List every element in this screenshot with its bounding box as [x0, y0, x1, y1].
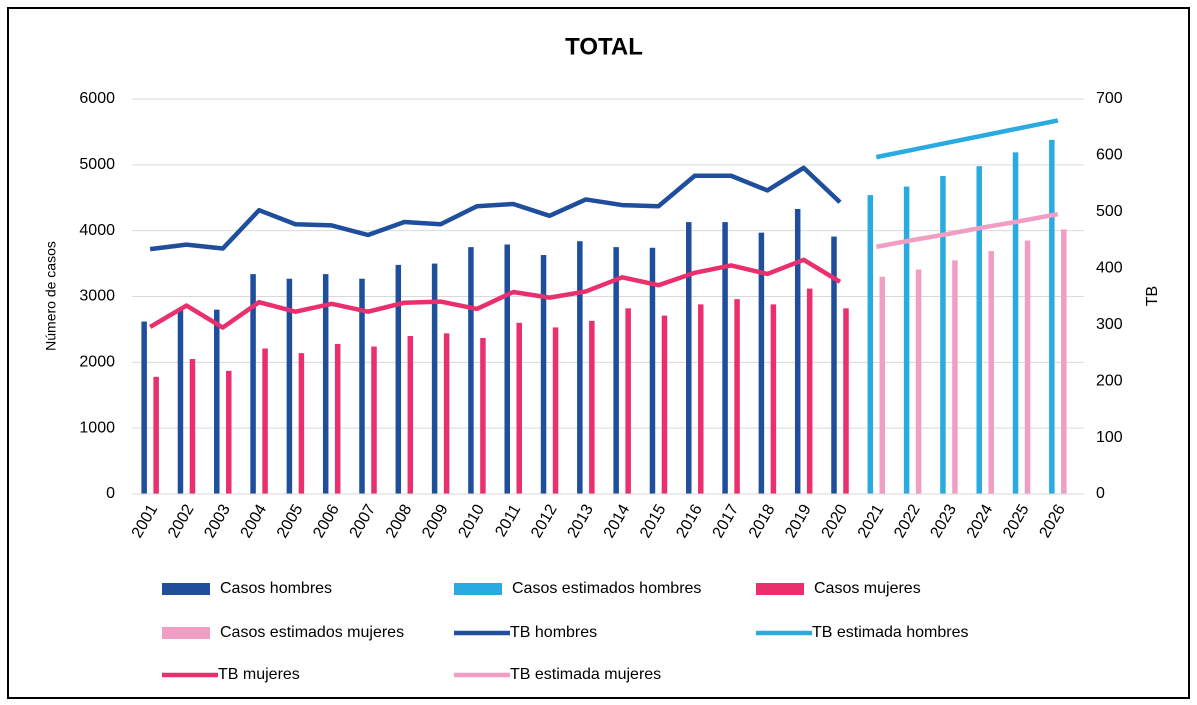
legend-label: Casos estimados hombres [512, 580, 701, 597]
y2-tick-label: 300 [1096, 316, 1123, 333]
bar [976, 166, 982, 494]
y-tick-label: 1000 [79, 419, 115, 436]
bar [649, 247, 656, 494]
bar [843, 308, 849, 494]
bar [770, 304, 777, 494]
bar [431, 263, 438, 494]
chart-title: TOTAL [565, 33, 643, 60]
legend-label: TB hombres [510, 624, 597, 641]
bar [879, 276, 886, 494]
bar [286, 278, 293, 494]
legend-swatch [454, 583, 502, 595]
bar [141, 321, 147, 494]
bar [988, 251, 994, 494]
y-tick-label: 4000 [79, 222, 115, 239]
bar [214, 309, 220, 494]
legend-swatch [162, 627, 210, 639]
bar [395, 264, 402, 494]
bar [831, 236, 837, 494]
y-tick-label: 0 [106, 485, 115, 502]
y-tick-label: 5000 [79, 156, 115, 173]
bar [1049, 139, 1055, 495]
bar [153, 376, 159, 494]
bar [686, 222, 692, 494]
bar [589, 320, 595, 494]
legend-label: TB estimada mujeres [510, 666, 661, 683]
bar [758, 232, 765, 494]
bar [262, 348, 268, 494]
bar [1061, 229, 1067, 494]
y2-tick-label: 200 [1096, 372, 1123, 389]
legend-label: Casos mujeres [814, 580, 921, 597]
bar [661, 315, 668, 494]
y-tick-label: 2000 [79, 354, 115, 371]
y2-tick-label: 500 [1096, 203, 1123, 220]
line [875, 118, 1059, 160]
bar [189, 359, 196, 494]
bar [298, 353, 305, 494]
bar [322, 274, 329, 494]
bar [468, 247, 474, 494]
bar [407, 336, 414, 494]
bar [504, 244, 510, 494]
legend-label: Casos hombres [220, 580, 332, 597]
y2-tick-label: 100 [1096, 429, 1123, 446]
bar [371, 346, 377, 494]
legend-label: Casos estimados mujeres [220, 624, 404, 641]
y2-tick-label: 400 [1096, 260, 1123, 277]
bar [952, 260, 958, 494]
bar [516, 322, 522, 494]
bar [613, 247, 619, 494]
bar [903, 186, 910, 494]
bar [625, 308, 631, 494]
bar [334, 343, 341, 494]
bar [577, 241, 583, 494]
bar [177, 310, 184, 494]
legend-label: TB mujeres [218, 666, 300, 683]
bar [540, 255, 547, 494]
y-axis-label: Número de casos [43, 241, 59, 351]
line [149, 165, 842, 252]
legend-swatch [162, 583, 210, 595]
bar [359, 278, 365, 494]
bar [443, 333, 450, 494]
bar [940, 176, 946, 494]
bar [552, 327, 559, 494]
bar [698, 304, 704, 494]
bar [794, 208, 801, 495]
bar [806, 288, 813, 494]
y-tick-label: 3000 [79, 288, 115, 305]
bar [867, 195, 874, 494]
bar [722, 222, 728, 494]
y2-tick-label: 600 [1096, 147, 1123, 164]
line [149, 257, 842, 330]
legend-swatch [756, 583, 804, 595]
bar [915, 269, 922, 494]
bar [1012, 152, 1019, 494]
y2-axis-label: TB [1144, 286, 1161, 306]
bar [250, 274, 256, 494]
y-tick-label: 6000 [79, 90, 115, 107]
y2-tick-label: 700 [1096, 90, 1123, 107]
bar [1024, 240, 1031, 494]
line [875, 211, 1059, 250]
legend-label: TB estimada hombres [812, 624, 969, 641]
bar [480, 337, 486, 494]
bar [226, 370, 232, 494]
bar [734, 299, 740, 494]
y2-tick-label: 0 [1096, 485, 1105, 502]
